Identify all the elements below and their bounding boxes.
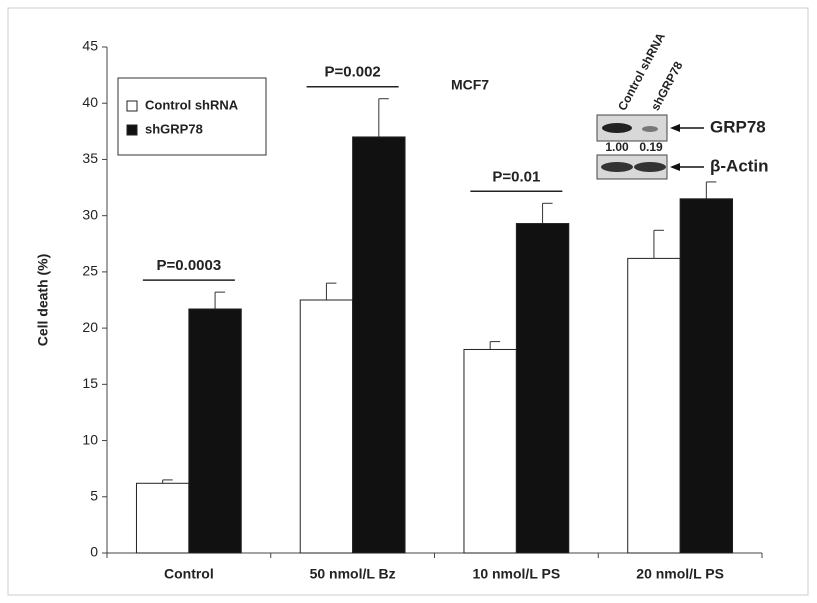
band [601, 162, 633, 172]
inset: GRP78 β-Actin 1.00 0.19 Control shRNA sh… [597, 30, 769, 179]
bar [680, 199, 732, 553]
band [642, 126, 658, 132]
arrow-head [670, 124, 680, 132]
ratio-label: 0.19 [639, 140, 663, 154]
bar [300, 300, 352, 553]
band [634, 162, 666, 172]
x-tick-label: 50 nmol/L Bz [310, 566, 396, 582]
chart: MCF7 Cell death (%) GRP78 β-Actin 1.00 0… [0, 0, 817, 603]
y-tick-label: 45 [82, 38, 98, 54]
y-tick-label: 5 [90, 487, 98, 503]
y-tick-label: 40 [82, 94, 98, 110]
legend-label: shGRP78 [145, 121, 203, 136]
y-tick-label: 20 [82, 319, 98, 335]
y-tick-label: 15 [82, 375, 98, 391]
x-tick-label: 20 nmol/L PS [636, 566, 724, 582]
y-axis-label: Cell death (%) [35, 254, 51, 347]
legend-label: Control shRNA [145, 97, 239, 112]
band [602, 123, 632, 133]
bar [136, 483, 188, 553]
legend-swatch [127, 125, 137, 135]
bar [464, 349, 516, 553]
legend-swatch [127, 101, 137, 111]
p-value: P=0.002 [324, 64, 380, 81]
y-tick-label: 30 [82, 206, 98, 222]
bar [353, 137, 405, 553]
bar [628, 258, 680, 553]
lane-label: shGRP78 [648, 59, 686, 113]
protein-label: β-Actin [710, 156, 769, 175]
y-tick-label: 10 [82, 431, 98, 447]
x-tick-label: Control [164, 566, 214, 582]
legend [118, 78, 266, 155]
y-tick-label: 25 [82, 263, 98, 279]
ratio-label: 1.00 [605, 140, 629, 154]
bar [189, 309, 241, 553]
arrow-head [670, 163, 680, 171]
protein-label: GRP78 [710, 117, 766, 136]
p-value: P=0.01 [492, 168, 540, 185]
x-tick-label: 10 nmol/L PS [473, 566, 561, 582]
p-value: P=0.0003 [157, 257, 222, 274]
y-tick-label: 35 [82, 150, 98, 166]
chart-title: MCF7 [451, 77, 489, 93]
bar [516, 224, 568, 553]
y-tick-label: 0 [90, 544, 98, 560]
